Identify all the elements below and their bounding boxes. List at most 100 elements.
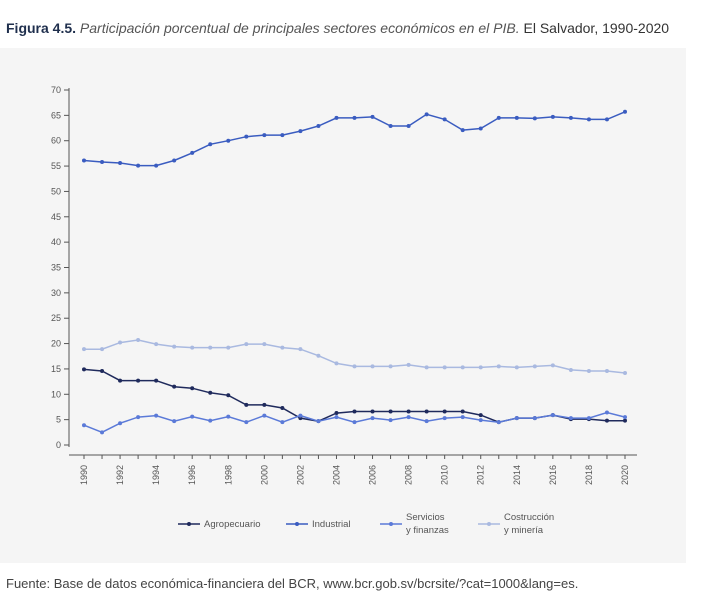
data-point: [82, 158, 86, 163]
data-point: [388, 409, 393, 414]
y-tick-label: 60: [51, 136, 61, 146]
data-point: [100, 368, 105, 373]
data-point: [316, 419, 321, 424]
x-tick-label: 2020: [620, 465, 630, 485]
y-tick-label: 45: [51, 212, 61, 222]
y-tick-label: 20: [51, 339, 61, 349]
y-tick-label: 65: [51, 110, 61, 120]
data-point: [424, 409, 429, 414]
data-point: [586, 368, 591, 373]
data-point: [568, 115, 573, 120]
x-tick-label: 1998: [223, 465, 233, 485]
data-point: [478, 126, 483, 131]
data-point: [352, 409, 357, 414]
legend-label: Industrial: [312, 519, 351, 530]
data-point: [604, 368, 609, 373]
data-point: [136, 338, 141, 343]
data-point: [136, 163, 141, 168]
data-point: [623, 418, 627, 423]
data-point: [370, 416, 375, 421]
data-point: [118, 421, 123, 426]
legend-marker: [295, 522, 299, 526]
data-point: [316, 353, 321, 358]
data-point: [532, 364, 537, 369]
data-point: [226, 414, 231, 419]
data-point: [334, 411, 339, 416]
legend-marker: [187, 522, 191, 526]
data-point: [388, 418, 393, 423]
data-point: [424, 365, 429, 370]
data-point: [406, 124, 411, 129]
data-point: [190, 150, 195, 155]
figure-title-text: Participación porcentual de principales …: [79, 20, 520, 36]
x-tick-label: 2006: [368, 465, 378, 485]
data-point: [190, 414, 195, 419]
data-point: [352, 420, 357, 425]
legend-marker: [487, 522, 491, 526]
data-point: [190, 345, 195, 350]
data-point: [262, 342, 267, 347]
data-point: [226, 138, 231, 143]
data-point: [460, 415, 465, 420]
data-point: [298, 129, 303, 134]
data-point: [406, 409, 411, 414]
data-point: [568, 416, 573, 421]
data-point: [334, 361, 339, 366]
data-point: [190, 386, 195, 391]
data-point: [478, 365, 483, 370]
data-point: [136, 378, 141, 383]
data-point: [262, 133, 267, 138]
data-point: [388, 364, 393, 369]
y-tick-label: 35: [51, 263, 61, 273]
data-point: [496, 364, 501, 369]
data-point: [478, 418, 483, 423]
data-point: [352, 115, 357, 120]
data-point: [478, 413, 483, 418]
data-point: [424, 419, 429, 424]
data-point: [334, 415, 339, 420]
data-point: [442, 416, 447, 421]
data-point: [208, 390, 213, 395]
data-point: [244, 420, 249, 425]
x-tick-label: 2012: [476, 465, 486, 485]
data-point: [550, 363, 555, 368]
legend-label: Servicios: [406, 512, 445, 523]
data-point: [604, 117, 609, 122]
data-point: [550, 413, 555, 418]
data-point: [154, 163, 159, 168]
y-tick-label: 30: [51, 288, 61, 298]
x-tick-label: 1990: [79, 465, 89, 485]
data-point: [352, 364, 357, 369]
data-point: [226, 345, 231, 350]
data-point: [82, 367, 86, 372]
y-tick-label: 55: [51, 161, 61, 171]
data-point: [82, 347, 86, 352]
y-tick-label: 0: [56, 440, 61, 450]
figure-title: Figura 4.5. Participación porcentual de …: [6, 20, 706, 36]
x-tick-label: 1992: [115, 465, 125, 485]
data-point: [460, 365, 465, 370]
data-point: [604, 410, 609, 415]
data-point: [568, 367, 573, 372]
legend-marker: [389, 522, 393, 526]
data-point: [82, 423, 86, 428]
data-point: [262, 413, 267, 418]
data-point: [172, 419, 177, 424]
data-point: [208, 418, 213, 423]
data-point: [370, 114, 375, 119]
data-point: [604, 418, 609, 423]
data-point: [586, 416, 591, 421]
figure-number: Figura 4.5.: [6, 20, 77, 36]
data-point: [496, 420, 501, 425]
data-point: [532, 116, 537, 121]
x-tick-label: 2014: [512, 465, 522, 485]
x-tick-label: 2004: [331, 465, 341, 485]
line-chart: 0 5 10 15 20 25 30 35 40 45 50 55 60 65 70 1990 1992 1994…: [51, 85, 637, 536]
chart-panel: 0 5 10 15 20 25 30 35 40 45 50 55 60 65 70 1990 1992 1994…: [0, 48, 686, 563]
data-point: [280, 420, 285, 425]
data-point: [623, 415, 627, 420]
legend-label: Agropecuario: [204, 519, 261, 530]
data-point: [262, 402, 267, 407]
data-point: [154, 413, 159, 418]
data-point: [280, 133, 285, 138]
